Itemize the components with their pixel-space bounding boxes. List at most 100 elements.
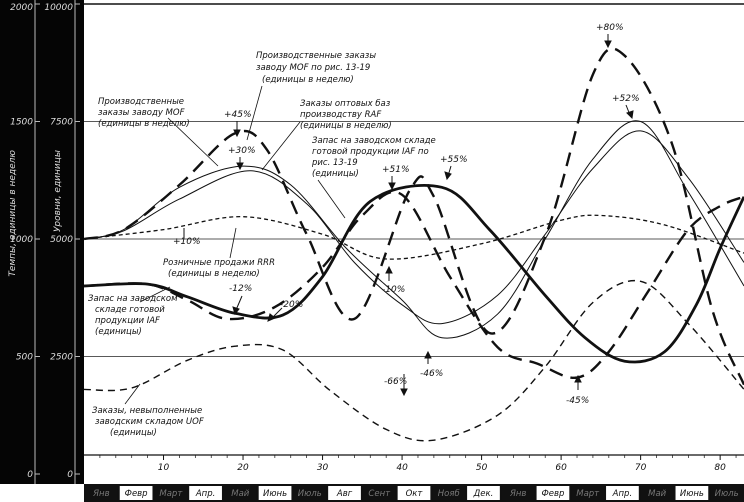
x-tick-label: 60 bbox=[555, 463, 567, 473]
svg-text:заводу MOF по рис. 13-19: заводу MOF по рис. 13-19 bbox=[256, 63, 370, 73]
annotation-arrows bbox=[183, 34, 634, 397]
level-tick-label: 10000 bbox=[44, 3, 73, 13]
month-label: Янв bbox=[92, 489, 109, 499]
month-cell bbox=[675, 486, 709, 500]
series-line bbox=[83, 47, 744, 386]
svg-text:(единицы в неделю): (единицы в неделю) bbox=[300, 121, 392, 131]
rate-tick-label: 500 bbox=[16, 353, 33, 363]
x-tick-label: 40 bbox=[396, 463, 408, 473]
annotation-minus-66: -66% bbox=[384, 377, 407, 387]
month-cell bbox=[362, 486, 396, 500]
series-line bbox=[83, 214, 744, 260]
annotation-plus-80: +80% bbox=[596, 23, 624, 33]
label-uof: Заказы, невыполненные заводским складом … bbox=[92, 383, 204, 438]
month-label: Март bbox=[159, 489, 183, 499]
curves bbox=[83, 47, 744, 442]
svg-text:(единицы в неделю): (единицы в неделю) bbox=[262, 75, 354, 85]
svg-text:производству RAF: производству RAF bbox=[300, 110, 381, 120]
x-ticks: 10 20 30 40 50 60 70 80 bbox=[99, 455, 737, 473]
month-cell bbox=[432, 486, 466, 500]
month-label: Окт bbox=[406, 489, 424, 499]
month-label: Февр bbox=[125, 489, 148, 499]
grid-lines bbox=[84, 121, 744, 357]
svg-text:продукции IAF: продукции IAF bbox=[95, 316, 160, 326]
x-tick-label: 80 bbox=[714, 463, 726, 473]
svg-text:Запас на заводском: Запас на заводском bbox=[88, 294, 178, 304]
month-label: Март bbox=[576, 489, 600, 499]
level-tick-label: 0 bbox=[67, 470, 73, 480]
month-cell bbox=[223, 486, 257, 500]
series-line bbox=[83, 184, 744, 364]
month-label: Дек. bbox=[473, 489, 494, 499]
month-cell bbox=[536, 486, 570, 500]
month-cell bbox=[397, 486, 431, 500]
svg-text:рис. 13-19: рис. 13-19 bbox=[311, 158, 358, 168]
level-axis-label: Уровни, единицы bbox=[53, 150, 63, 232]
label-rrr: Розничные продажи RRR (единицы в неделю) bbox=[163, 227, 275, 279]
month-cell bbox=[258, 486, 292, 500]
label-mof13: Производственные заказы заводу MOF по ри… bbox=[246, 51, 376, 141]
month-label: Июнь bbox=[680, 489, 704, 499]
series-line bbox=[83, 120, 744, 339]
svg-text:Заказы, невыполненные: Заказы, невыполненные bbox=[92, 406, 202, 416]
month-label: Сент bbox=[368, 489, 391, 499]
month-cell bbox=[571, 486, 605, 500]
svg-text:Производственные заказы: Производственные заказы bbox=[256, 51, 376, 61]
svg-text:(единицы): (единицы) bbox=[312, 169, 359, 179]
rate-tick-label: 1500 bbox=[10, 118, 33, 128]
month-cell bbox=[189, 486, 222, 500]
annotation-plus-55: +55% bbox=[440, 155, 468, 165]
month-label: Май bbox=[231, 489, 250, 499]
month-label: Апр. bbox=[612, 489, 632, 499]
rate-axis-label: Темпы, единицы в неделю bbox=[8, 150, 18, 277]
month-label: Авг bbox=[336, 489, 353, 499]
svg-text:Розничные продажи RRR: Розничные продажи RRR bbox=[163, 258, 275, 268]
annotation-plus-51: +51% bbox=[382, 165, 410, 175]
svg-text:(единицы в неделю): (единицы в неделю) bbox=[168, 269, 260, 279]
label-raf: Заказы оптовых баз производству RAF (еди… bbox=[261, 99, 392, 171]
annotation-plus-10: +10% bbox=[173, 237, 201, 247]
svg-text:заводским складом UOF: заводским складом UOF bbox=[95, 417, 204, 427]
month-label: Февр bbox=[541, 489, 564, 499]
series-line bbox=[83, 190, 744, 379]
annotation-plus-45: +45% bbox=[224, 110, 252, 120]
label-mof: Производственные заказы заводу MOF (един… bbox=[98, 97, 219, 167]
annotation-plus-30: +30% bbox=[228, 146, 256, 156]
month-cell bbox=[328, 486, 361, 500]
series-line bbox=[83, 279, 744, 442]
svg-text:(единицы в неделю): (единицы в неделю) bbox=[98, 119, 190, 129]
annotation-minus-45: -45% bbox=[566, 396, 589, 406]
month-cell bbox=[467, 486, 500, 500]
annotation-minus-46: -46% bbox=[420, 369, 443, 379]
month-cell bbox=[119, 486, 153, 500]
x-tick-label: 50 bbox=[476, 463, 488, 473]
month-cells: Янв Февр Март Апр. Май Июнь Июль Авг Сент Окт Нояб… bbox=[85, 486, 743, 500]
annotation-minus-12: -12% bbox=[229, 284, 252, 294]
month-cell bbox=[606, 486, 639, 500]
month-label: Июль bbox=[298, 489, 322, 499]
annotation-plus-52: +52% bbox=[612, 94, 640, 104]
month-label: Май bbox=[648, 489, 667, 499]
month-cell bbox=[710, 486, 743, 500]
month-label: Нояб bbox=[438, 489, 460, 499]
rate-tick-label: 0 bbox=[27, 470, 33, 480]
svg-text:складе готовой: складе готовой bbox=[95, 305, 165, 315]
month-cell bbox=[293, 486, 327, 500]
svg-text:Заказы оптовых баз: Заказы оптовых баз bbox=[300, 99, 391, 109]
month-cell bbox=[640, 486, 674, 500]
month-cell bbox=[85, 486, 118, 500]
rate-tick-label: 1000 bbox=[10, 235, 33, 245]
month-label: Янв bbox=[509, 489, 526, 499]
rate-tick-label: 2000 bbox=[10, 3, 33, 13]
x-tick-label: 20 bbox=[237, 463, 249, 473]
series-line bbox=[83, 130, 744, 325]
x-tick-label: 30 bbox=[317, 463, 329, 473]
svg-text:Запас на заводском складе: Запас на заводском складе bbox=[312, 136, 436, 146]
axis-ticks: 0 0 500 2500 1000 5000 1500 7500 2000 10000 bbox=[10, 3, 80, 480]
x-tick-label: 70 bbox=[635, 463, 647, 473]
month-cell bbox=[501, 486, 535, 500]
left-axis-band bbox=[0, 0, 84, 484]
svg-text:(единицы): (единицы) bbox=[95, 327, 142, 337]
level-tick-label: 2500 bbox=[50, 353, 73, 363]
